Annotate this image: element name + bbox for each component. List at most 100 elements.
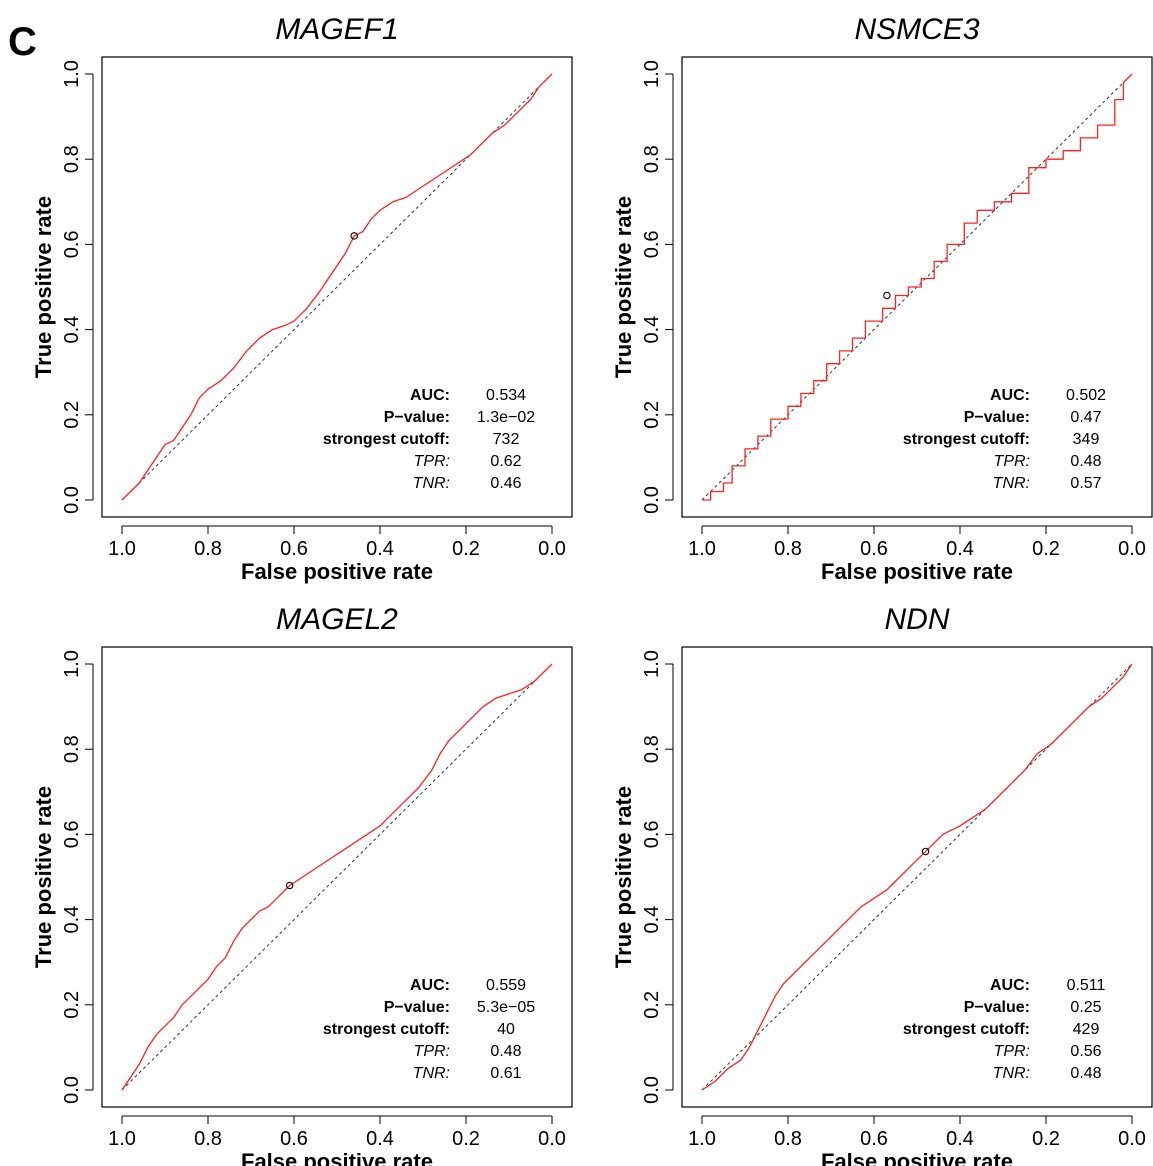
chart-title: MAGEL2	[276, 603, 398, 636]
stat-value: 0.47	[1070, 409, 1101, 426]
roc-panel-2: MAGEL2 1.0 0.8 0.6 0.4 0.2 0.0 False positive r…	[31, 603, 573, 1166]
roc-panel-0: MAGEF1 1.0 0.8 0.6 0.4 0.2 0.0 False positive r…	[31, 13, 573, 584]
y-tick-label: 0.4	[641, 906, 663, 934]
y-tick-label: 0.8	[61, 735, 83, 763]
stat-value: 0.559	[486, 977, 526, 994]
x-axis-label: False positive rate	[241, 559, 433, 584]
x-tick-label: 0.8	[194, 538, 222, 560]
x-axis-label: False positive rate	[241, 1149, 433, 1166]
x-tick-label: 0.6	[860, 538, 888, 560]
stat-label: AUC:	[990, 977, 1030, 994]
y-tick-label: 0.8	[61, 145, 83, 173]
x-tick-label: 0.4	[366, 538, 394, 560]
stat-label: strongest cutoff:	[903, 431, 1030, 448]
stat-value: 0.48	[1070, 453, 1101, 470]
y-tick-label: 0.0	[641, 1076, 663, 1104]
stat-value: 0.511	[1067, 977, 1106, 994]
stat-label: TPR:	[414, 453, 450, 470]
y-tick-label: 0.8	[641, 735, 663, 763]
stat-label: P−value:	[964, 409, 1030, 426]
roc-panel-1: NSMCE3 1.0 0.8 0.6 0.4 0.2 0.0 False positive r…	[611, 13, 1153, 584]
x-tick-label: 0.4	[946, 538, 974, 560]
plot-frame	[101, 56, 573, 518]
y-tick-label: 1.0	[61, 60, 83, 88]
x-tick-label: 0.6	[860, 1128, 888, 1150]
y-tick-label: 0.2	[641, 991, 663, 1019]
stat-value: 429	[1073, 1021, 1100, 1038]
roc-curve	[702, 73, 1133, 501]
stat-value: 5.3e−05	[477, 999, 535, 1016]
y-tick-label: 0.6	[641, 820, 663, 848]
plot-frame	[681, 646, 1153, 1108]
stat-label: strongest cutoff:	[323, 431, 450, 448]
stat-label: TNR:	[413, 1065, 450, 1082]
stat-value: 0.534	[486, 387, 526, 404]
stat-value: 0.502	[1066, 387, 1106, 404]
cutoff-point	[921, 847, 930, 856]
y-axis-label: True positive rate	[31, 196, 56, 378]
stat-value: 40	[497, 1021, 515, 1038]
chart-title: NSMCE3	[854, 13, 979, 46]
cutoff-point	[285, 881, 294, 890]
stat-label: AUC:	[410, 977, 450, 994]
x-tick-label: 0.4	[366, 1128, 394, 1150]
y-axis-label: True positive rate	[611, 196, 636, 378]
chance-diagonal	[121, 663, 553, 1091]
stat-label: strongest cutoff:	[903, 1021, 1030, 1038]
stat-label: TNR:	[413, 475, 450, 492]
cutoff-point	[350, 232, 358, 240]
stat-value: 349	[1073, 431, 1100, 448]
x-tick-label: 1.0	[108, 538, 136, 560]
x-tick-label: 0.4	[946, 1128, 974, 1150]
stat-value: 0.46	[490, 475, 521, 492]
plot-frame	[681, 56, 1153, 518]
x-tick-label: 0.2	[1032, 1128, 1060, 1150]
stat-label: strongest cutoff:	[323, 1021, 450, 1038]
roc-curve	[121, 73, 553, 501]
y-tick-label: 0.0	[641, 486, 663, 514]
stat-label: AUC:	[410, 387, 450, 404]
y-tick-label: 1.0	[641, 60, 663, 88]
y-tick-label: 0.4	[61, 906, 83, 934]
y-tick-label: 0.6	[61, 820, 83, 848]
x-tick-label: 0.0	[538, 538, 566, 560]
y-tick-label: 0.4	[61, 316, 83, 344]
x-tick-label: 1.0	[688, 538, 716, 560]
x-tick-label: 1.0	[688, 1128, 716, 1150]
y-tick-label: 0.4	[641, 316, 663, 344]
y-tick-label: 0.0	[61, 1076, 83, 1104]
stat-value: 732	[493, 431, 520, 448]
panel-letter: C	[8, 20, 37, 64]
x-tick-label: 0.8	[774, 538, 802, 560]
stat-label: P−value:	[964, 999, 1030, 1016]
y-tick-label: 1.0	[61, 650, 83, 678]
y-tick-label: 0.6	[61, 230, 83, 258]
y-tick-label: 0.2	[61, 991, 83, 1019]
chart-title: MAGEF1	[275, 13, 398, 46]
x-tick-label: 0.0	[538, 1128, 566, 1150]
cutoff-point	[883, 291, 891, 300]
x-tick-label: 0.2	[452, 1128, 480, 1150]
y-tick-label: 0.2	[61, 401, 83, 429]
x-tick-label: 0.6	[280, 538, 308, 560]
stat-label: P−value:	[384, 999, 450, 1016]
y-tick-label: 0.2	[641, 401, 663, 429]
x-tick-label: 0.6	[280, 1128, 308, 1150]
y-axis-label: True positive rate	[611, 786, 636, 968]
y-tick-label: 0.6	[641, 230, 663, 258]
x-tick-label: 0.0	[1118, 538, 1146, 560]
stat-value: 0.61	[490, 1065, 521, 1082]
stat-value: 0.62	[490, 453, 521, 470]
stat-value: 1.3e−02	[477, 409, 535, 426]
stat-label: TNR:	[993, 475, 1030, 492]
y-tick-label: 0.0	[61, 486, 83, 514]
x-axis-label: False positive rate	[821, 1149, 1013, 1166]
stat-label: TNR:	[993, 1065, 1030, 1082]
x-tick-label: 0.2	[452, 538, 480, 560]
stat-value: 0.25	[1070, 999, 1101, 1016]
y-tick-label: 1.0	[641, 650, 663, 678]
y-tick-label: 0.8	[641, 145, 663, 173]
roc-curve	[701, 663, 1133, 1091]
